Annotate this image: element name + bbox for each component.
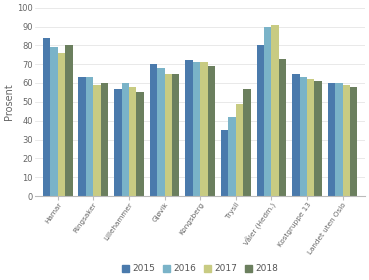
Legend: 2015, 2016, 2017, 2018: 2015, 2016, 2017, 2018 [118,261,282,277]
Bar [172,74,179,196]
Bar [185,60,193,196]
Bar [43,38,50,196]
Bar [58,53,65,196]
Bar [93,85,101,196]
Bar [79,77,86,196]
Bar [165,74,172,196]
Bar [208,66,215,196]
Y-axis label: Prosent: Prosent [4,83,14,120]
Bar [350,87,358,196]
Bar [243,89,251,196]
Bar [307,79,314,196]
Bar [236,104,243,196]
Bar [114,89,121,196]
Bar [200,62,208,196]
Bar [86,77,93,196]
Bar [137,92,144,196]
Bar [279,59,286,196]
Bar [193,62,200,196]
Bar [335,83,342,196]
Bar [300,77,307,196]
Bar [328,83,335,196]
Bar [264,27,271,196]
Bar [50,47,58,196]
Bar [150,64,157,196]
Bar [256,45,264,196]
Bar [121,83,129,196]
Bar [342,85,350,196]
Bar [228,117,236,196]
Bar [65,45,73,196]
Bar [221,130,228,196]
Bar [157,68,165,196]
Bar [292,74,300,196]
Bar [129,87,137,196]
Bar [101,83,108,196]
Bar [271,25,279,196]
Bar [314,81,322,196]
